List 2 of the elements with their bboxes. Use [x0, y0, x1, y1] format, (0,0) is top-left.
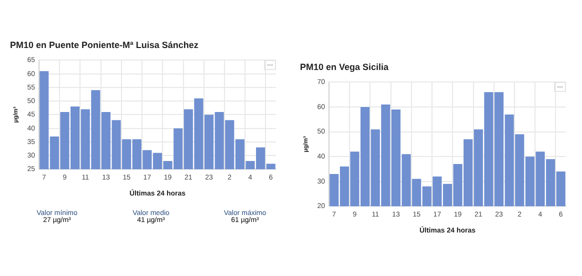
- chart-title: PM10 en Puente Poniente-Mª Luisa Sánchez: [10, 40, 198, 50]
- chart-title: PM10 en Vega Sicilia: [300, 62, 389, 72]
